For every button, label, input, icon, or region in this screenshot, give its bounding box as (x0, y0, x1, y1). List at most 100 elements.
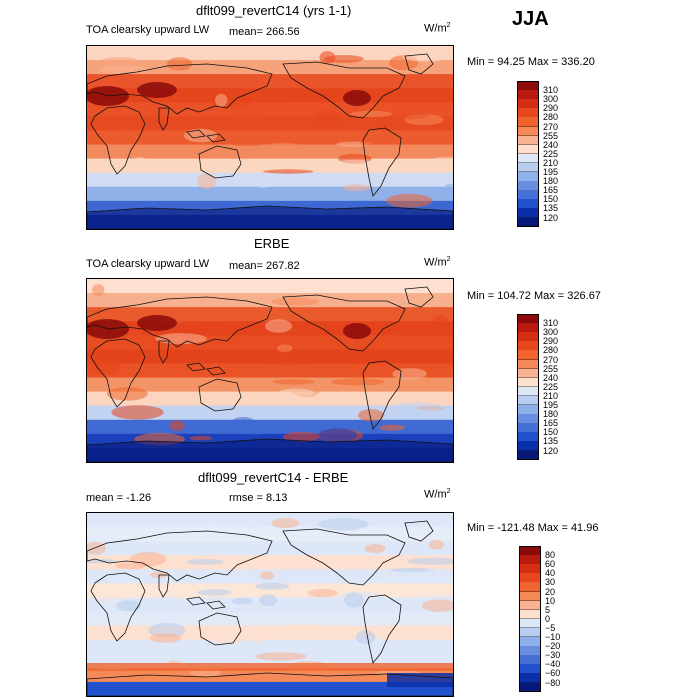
panel1-mean-label: mean= 266.56 (229, 26, 300, 38)
coastline (90, 572, 146, 642)
season-label: JJA (512, 8, 549, 30)
panel3-mean-label: mean = -1.26 (86, 492, 152, 504)
field-blob (166, 57, 193, 71)
field-blob (272, 379, 315, 385)
field-blob (176, 648, 218, 656)
field-blob (350, 110, 393, 117)
diff-band (87, 663, 453, 671)
field-blob (189, 436, 213, 441)
lat-band (87, 611, 453, 627)
colorbar-tick-label: 165 (543, 185, 559, 196)
coastline (158, 107, 170, 131)
colorbar-tick-label: 255 (543, 130, 559, 141)
colorbar-tick-label: 195 (543, 167, 559, 177)
field-blob (171, 560, 184, 566)
coastline (90, 105, 146, 175)
field-blob (172, 585, 196, 600)
colorbar-swatch (519, 682, 541, 693)
colorbar-tick-label: 80 (545, 550, 556, 561)
field-blob (383, 377, 406, 391)
field-blob (130, 157, 149, 170)
coastline (404, 520, 434, 542)
colorbar-tick-label: 10 (545, 595, 556, 606)
field-blob (342, 184, 371, 192)
panel3-unit: W/m2 (424, 488, 451, 501)
coastline (282, 528, 406, 586)
coastline (87, 530, 273, 582)
field-blob (255, 652, 307, 661)
panel3-range: Min = -121.48 Max = 41.96 (467, 522, 599, 534)
coastline (206, 600, 226, 610)
field-blob (392, 368, 427, 380)
coastline (87, 672, 453, 696)
panel2-field-label: TOA clearsky upward LW (86, 258, 210, 270)
colorbar-tick-label: 40 (545, 568, 556, 579)
colorbar-tick-label: 310 (543, 318, 559, 329)
field-blob (406, 557, 453, 565)
panel1-range: Min = 94.25 Max = 336.20 (467, 56, 595, 68)
field-blob (318, 428, 358, 443)
colorbar-tick-label: 290 (543, 336, 559, 347)
field-blob (323, 55, 364, 63)
coastline (158, 340, 170, 364)
field-blob (218, 391, 233, 400)
field-blob (379, 424, 406, 431)
field-blob (155, 545, 212, 553)
field-blob (197, 589, 232, 596)
field-blob (87, 359, 121, 375)
field-blob (231, 416, 255, 429)
field-blob (318, 518, 369, 531)
coastline (206, 133, 226, 143)
lat-band (87, 555, 453, 570)
field-blob (346, 356, 385, 365)
colorbar-tick-label: 210 (543, 157, 559, 168)
field-blob (271, 518, 300, 529)
field-blob (149, 633, 181, 643)
field-blob (391, 112, 429, 120)
field-blob (232, 597, 253, 605)
lat-band (87, 74, 453, 89)
lat-band (87, 116, 453, 132)
field-blob (254, 582, 290, 590)
coastline (404, 53, 434, 75)
colorbar-tick-label: 300 (543, 327, 559, 338)
field-blob (408, 308, 427, 317)
colorbar-tick-label: 5 (545, 604, 551, 615)
field-blob (364, 544, 386, 553)
field-blob (125, 669, 172, 682)
field-blob (260, 353, 315, 366)
colorbar-tick-label: 30 (545, 577, 556, 588)
panel2-mean-label: mean= 267.82 (229, 260, 300, 272)
field-blob (164, 165, 210, 172)
field-blob (225, 562, 254, 571)
field-blob (313, 110, 343, 127)
panel1-field-label: TOA clearsky upward LW (86, 24, 210, 36)
coastline (198, 378, 242, 412)
field-blob (283, 431, 320, 442)
field-blob (365, 582, 397, 592)
coastline (87, 296, 273, 348)
field-blob (117, 129, 135, 143)
colorbar-tick-label: 135 (543, 203, 559, 214)
field-blob (359, 134, 379, 146)
colorbar-tick-label: 165 (543, 418, 559, 429)
field-blob (106, 594, 157, 599)
field-blob (344, 592, 364, 608)
field-blob (385, 193, 433, 208)
colorbar-tick-label: 60 (545, 559, 556, 570)
field-blob (428, 539, 445, 550)
field-blob (271, 297, 320, 306)
field-blob (207, 634, 243, 643)
field-blob (398, 633, 432, 638)
lat-band (87, 172, 453, 188)
field-blob (431, 157, 453, 163)
coastline (87, 205, 453, 229)
field-blob (276, 344, 293, 353)
colorbar-tick-label: 225 (543, 148, 559, 159)
panel2-unit: W/m2 (424, 256, 451, 269)
field-blob (355, 630, 376, 645)
field-blob (409, 352, 450, 362)
field-blob (260, 571, 275, 580)
hot-spot (343, 323, 371, 339)
colorbar-tick-label: 240 (543, 372, 559, 383)
